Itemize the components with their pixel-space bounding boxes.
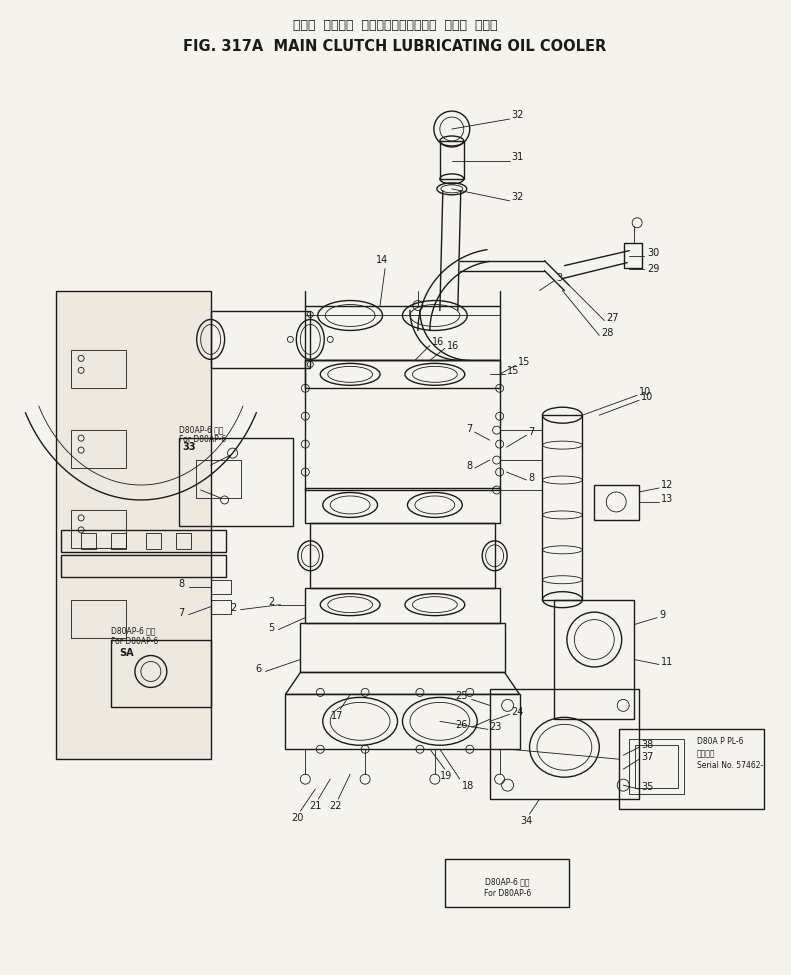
- Bar: [111, 640, 210, 708]
- Bar: [490, 689, 639, 799]
- Text: 38: 38: [642, 740, 653, 751]
- Bar: [61, 555, 225, 577]
- Text: 10: 10: [639, 387, 652, 397]
- Text: 6: 6: [255, 665, 262, 675]
- Bar: [305, 361, 500, 490]
- Bar: [445, 859, 570, 907]
- Text: 19: 19: [440, 771, 452, 781]
- Text: Serial No. 57462-: Serial No. 57462-: [697, 761, 763, 770]
- Bar: [71, 430, 126, 468]
- Bar: [624, 243, 642, 267]
- Bar: [554, 600, 634, 720]
- Text: 17: 17: [331, 712, 343, 722]
- Text: 11: 11: [661, 656, 673, 667]
- Bar: [286, 694, 520, 749]
- Text: 32: 32: [512, 110, 524, 120]
- Bar: [210, 310, 310, 369]
- Text: 3: 3: [556, 273, 562, 283]
- Bar: [61, 529, 225, 552]
- Text: 16: 16: [432, 337, 444, 347]
- Text: 28: 28: [601, 329, 614, 338]
- Text: D80A P PL-6: D80A P PL-6: [697, 737, 744, 746]
- Text: 20: 20: [291, 813, 304, 823]
- Text: 22: 22: [329, 801, 342, 811]
- Bar: [111, 533, 126, 549]
- Text: 7: 7: [528, 427, 535, 437]
- Text: D80AP-6 以上: D80AP-6 以上: [179, 425, 223, 434]
- Text: 31: 31: [512, 152, 524, 162]
- Text: For D80AP-6: For D80AP-6: [484, 889, 532, 898]
- Text: 25: 25: [456, 691, 467, 701]
- Text: 8: 8: [528, 473, 535, 483]
- Text: 2: 2: [268, 597, 274, 606]
- Text: 30: 30: [647, 248, 660, 257]
- Bar: [179, 438, 293, 526]
- Bar: [543, 415, 582, 600]
- Bar: [305, 361, 500, 388]
- Text: 9: 9: [659, 609, 665, 620]
- Text: 16: 16: [447, 341, 459, 351]
- Text: 15: 15: [506, 367, 519, 376]
- Text: 33: 33: [183, 442, 196, 452]
- Text: SA: SA: [119, 647, 134, 657]
- Text: 34: 34: [520, 816, 532, 826]
- Text: D80AP-6 以上: D80AP-6 以上: [486, 877, 530, 886]
- Text: 23: 23: [490, 722, 502, 732]
- Text: 7: 7: [467, 424, 473, 434]
- Text: 2: 2: [230, 603, 237, 612]
- Text: 13: 13: [661, 494, 673, 504]
- Bar: [594, 485, 639, 520]
- Text: 12: 12: [661, 480, 673, 490]
- Bar: [305, 488, 500, 523]
- Text: 21: 21: [309, 801, 321, 811]
- Bar: [71, 510, 126, 548]
- Bar: [305, 305, 500, 361]
- Bar: [195, 460, 240, 498]
- Text: 14: 14: [376, 254, 388, 264]
- Text: 10: 10: [642, 392, 653, 403]
- Text: メイン  クラッチ  ルーブリケーティング  オイル  クーラ: メイン クラッチ ルーブリケーティング オイル クーラ: [293, 20, 498, 32]
- Bar: [81, 533, 96, 549]
- Text: 29: 29: [647, 263, 660, 274]
- Text: 8: 8: [467, 461, 473, 471]
- Bar: [440, 141, 464, 178]
- Text: 工事番号: 工事番号: [697, 749, 715, 759]
- Text: 37: 37: [642, 753, 653, 762]
- Bar: [71, 600, 126, 638]
- Bar: [305, 588, 500, 623]
- Text: 35: 35: [642, 782, 653, 792]
- Bar: [146, 533, 161, 549]
- Bar: [310, 523, 494, 588]
- Text: 32: 32: [512, 192, 524, 202]
- Text: D80AP-6 以上: D80AP-6 以上: [111, 627, 156, 636]
- Text: 26: 26: [456, 721, 467, 730]
- Text: 15: 15: [517, 358, 530, 368]
- Polygon shape: [56, 291, 210, 760]
- Text: 18: 18: [462, 781, 474, 791]
- Text: 5: 5: [268, 623, 274, 633]
- Text: For D80AP-6: For D80AP-6: [111, 637, 158, 645]
- Bar: [210, 600, 231, 613]
- Bar: [301, 623, 505, 673]
- Bar: [210, 580, 231, 594]
- Bar: [635, 745, 678, 788]
- Text: 27: 27: [606, 314, 619, 324]
- Text: FIG. 317A  MAIN CLUTCH LUBRICATING OIL COOLER: FIG. 317A MAIN CLUTCH LUBRICATING OIL CO…: [184, 39, 607, 55]
- Bar: [176, 533, 191, 549]
- Text: 24: 24: [512, 707, 524, 718]
- Bar: [629, 739, 684, 794]
- Text: 7: 7: [179, 607, 185, 617]
- Bar: [305, 305, 500, 316]
- Bar: [71, 350, 126, 388]
- Text: 8: 8: [179, 579, 185, 589]
- Text: For D80AP-6: For D80AP-6: [179, 435, 226, 445]
- Bar: [619, 729, 763, 809]
